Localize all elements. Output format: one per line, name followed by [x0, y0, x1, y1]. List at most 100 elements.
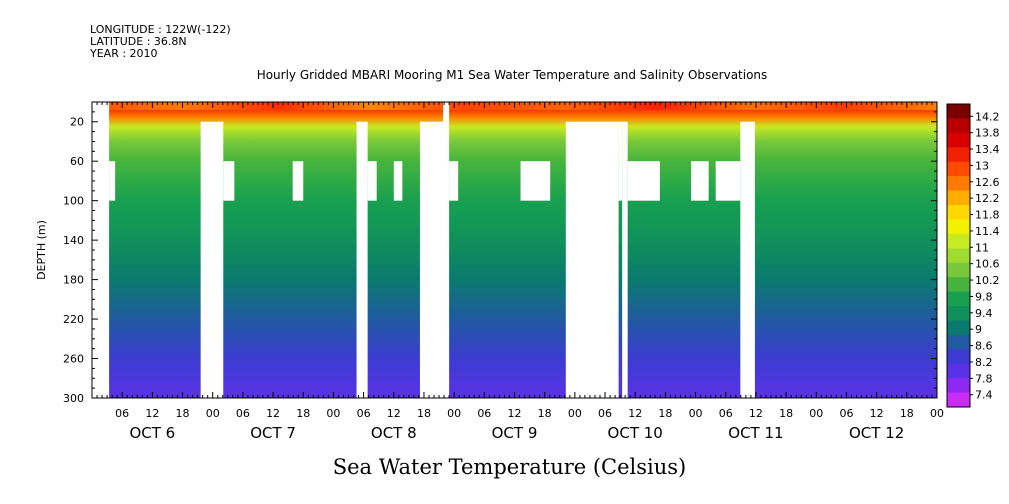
missing-data-block	[367, 161, 377, 201]
y-tick-label: 60	[70, 155, 84, 168]
day-label: OCT 6	[129, 424, 175, 442]
missing-data-block	[443, 102, 450, 122]
x-tick-label: 06	[477, 407, 491, 420]
day-label: OCT 11	[728, 424, 783, 442]
missing-data-block	[565, 121, 619, 398]
missing-data-regions	[92, 102, 755, 398]
colorbar-swatch	[947, 190, 970, 206]
x-tick-label: 06	[115, 407, 129, 420]
colorbar-tick-label: 8.2	[975, 356, 993, 369]
colorbar-swatch	[947, 349, 970, 365]
day-label: OCT 7	[250, 424, 296, 442]
x-tick-label: 12	[749, 407, 763, 420]
missing-data-block	[109, 161, 116, 201]
x-tick-label: 12	[145, 407, 159, 420]
colorbar-tick-label: 14.2	[975, 110, 1000, 123]
chart-title: Hourly Gridded MBARI Mooring M1 Sea Wate…	[256, 68, 768, 82]
y-tick-label: 260	[63, 353, 84, 366]
x-tick-label: 12	[870, 407, 884, 420]
colorbar-tick-label: 7.8	[975, 372, 993, 385]
x-tick-label: 06	[357, 407, 371, 420]
colorbar-swatch	[947, 147, 970, 163]
x-tick-label: 06	[598, 407, 612, 420]
colorbar-swatch	[947, 291, 970, 307]
latitude-text: LATITUDE : 36.8N	[90, 35, 187, 48]
missing-data-block	[715, 161, 741, 201]
colorbar: 14.2 13.8 13.4 13 12.6 12.2 11.8 11.4 11 10.6 10.2…	[946, 103, 1000, 408]
colorbar-tick-label: 11.4	[975, 225, 1000, 238]
year-text: YEAR : 2010	[90, 47, 158, 60]
missing-data-block	[292, 161, 304, 201]
colorbar-swatch	[947, 248, 970, 264]
missing-data-block	[393, 161, 403, 201]
colorbar-tick-label: 12.6	[975, 176, 1000, 189]
day-label: OCT 12	[849, 424, 904, 442]
x-tick-label: 00	[568, 407, 582, 420]
x-tick-label: 18	[900, 407, 914, 420]
missing-data-block	[740, 121, 755, 398]
y-axis: 20 60 100 140 180 220 260 300 DEPTH (m)	[35, 111, 937, 405]
colorbar-tick-label: 12.2	[975, 192, 1000, 205]
colorbar-tick-label: 9.8	[975, 290, 993, 303]
x-tick-label: 18	[658, 407, 672, 420]
x-tick-label: 12	[266, 407, 280, 420]
day-label: OCT 8	[371, 424, 417, 442]
y-tick-label: 20	[70, 116, 84, 129]
missing-data-block	[622, 121, 628, 398]
plot-area	[92, 102, 937, 398]
colorbar-swatch	[947, 392, 970, 408]
colorbar-swatch	[947, 334, 970, 350]
missing-data-block	[520, 161, 551, 201]
longitude-text: LONGITUDE : 122W(-122)	[90, 23, 231, 36]
day-label: OCT 10	[608, 424, 663, 442]
y-tick-label: 100	[63, 195, 84, 208]
colorbar-swatch	[947, 320, 970, 336]
missing-data-block	[618, 121, 623, 201]
colorbar-tick-label: 11	[975, 241, 989, 254]
colorbar-swatch	[947, 262, 970, 278]
x-tick-label: 00	[206, 407, 220, 420]
colorbar-tick-label: 8.6	[975, 340, 993, 353]
colorbar-swatch	[947, 277, 970, 293]
missing-data-block	[200, 121, 224, 398]
y-tick-label: 180	[63, 274, 84, 287]
missing-data-block	[223, 161, 235, 201]
colorbar-tick-label: 9	[975, 323, 982, 336]
colorbar-tick-label: 13	[975, 159, 989, 172]
y-tick-label: 220	[63, 313, 84, 326]
x-tick-label: 18	[779, 407, 793, 420]
colorbar-swatch	[947, 205, 970, 220]
colorbar-tick-label: 13.8	[975, 127, 1000, 140]
missing-data-block	[419, 121, 450, 398]
missing-data-block	[356, 121, 368, 398]
metadata-block: LONGITUDE : 122W(-122) LATITUDE : 36.8N …	[90, 24, 231, 60]
x-tick-label: 00	[689, 407, 703, 420]
colorbar-title: Sea Water Temperature (Celsius)	[332, 455, 687, 479]
x-tick-label: 18	[296, 407, 310, 420]
y-tick-label: 140	[63, 234, 84, 247]
y-tick-label: 300	[63, 392, 84, 405]
colorbar-swatch	[947, 363, 970, 379]
colorbar-swatch	[947, 104, 970, 119]
colorbar-swatch	[947, 132, 970, 148]
temperature-field	[92, 102, 937, 398]
x-tick-label: 00	[447, 407, 461, 420]
colorbar-border	[946, 103, 971, 408]
x-tick-label: 06	[719, 407, 733, 420]
colorbar-swatch	[947, 378, 970, 394]
missing-data-block	[449, 161, 459, 201]
x-tick-label: 18	[538, 407, 552, 420]
missing-data-block	[691, 161, 709, 201]
x-axis: 06 12 18 00 06 12 18 00 06 12 18 00 06 12 18 00 06 12 18 00…	[91, 102, 944, 442]
colorbar-tick-label: 10.2	[975, 274, 1000, 287]
x-tick-label: 00	[930, 407, 944, 420]
colorbar-swatch	[947, 233, 970, 249]
colorbar-tick-label: 13.4	[975, 143, 1000, 156]
colorbar-swatch	[947, 118, 970, 134]
colorbar-tick-label: 11.8	[975, 209, 1000, 222]
x-tick-label: 00	[326, 407, 340, 420]
x-tick-label: 00	[809, 407, 823, 420]
x-tick-label: 06	[839, 407, 853, 420]
colorbar-swatch	[947, 306, 970, 321]
